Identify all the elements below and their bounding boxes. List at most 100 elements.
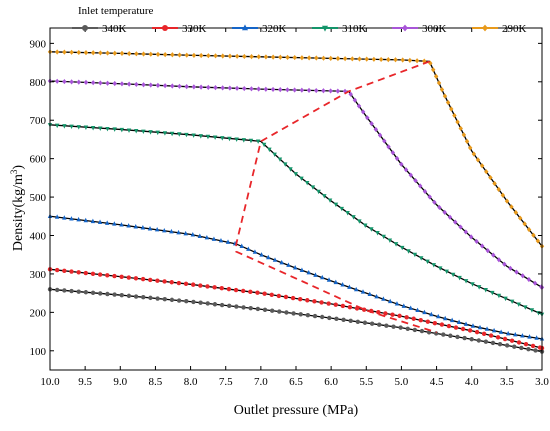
- data-point: [286, 262, 291, 267]
- data-point: [384, 323, 389, 328]
- data-point: [306, 269, 311, 275]
- plot-frame: [49, 27, 543, 371]
- data-point: [408, 305, 413, 310]
- data-point: [213, 53, 218, 59]
- x-tick-label: 6.5: [289, 376, 303, 388]
- data-point: [456, 319, 462, 325]
- data-point: [328, 88, 333, 94]
- data-point: [328, 55, 333, 61]
- data-point: [360, 289, 366, 294]
- data-point: [227, 136, 232, 142]
- data-point: [183, 230, 188, 236]
- data-point: [436, 80, 442, 86]
- data-point: [105, 273, 110, 278]
- data-point: [381, 234, 386, 240]
- data-point: [198, 134, 203, 139]
- legend-item-310K: 310K: [312, 23, 367, 35]
- data-point: [126, 51, 132, 57]
- data-point: [531, 232, 536, 238]
- data-point: [162, 297, 167, 302]
- data-point: [76, 79, 81, 85]
- data-point: [292, 54, 297, 61]
- data-point: [415, 307, 420, 313]
- x-tick-label: 3.5: [500, 376, 514, 388]
- data-point: [327, 198, 333, 203]
- data-point: [162, 83, 168, 89]
- series-340K: [47, 287, 545, 354]
- data-point: [387, 238, 393, 243]
- data-point: [227, 303, 232, 309]
- y-tick-label: 400: [30, 231, 47, 243]
- data-point: [283, 162, 288, 167]
- data-point: [198, 300, 203, 305]
- data-point: [340, 303, 346, 309]
- data-point: [272, 152, 277, 158]
- data-point: [263, 54, 269, 60]
- data-point: [509, 338, 515, 343]
- x-tick-label: 3.0: [535, 376, 549, 388]
- data-point: [406, 249, 411, 254]
- data-point: [126, 275, 131, 280]
- data-point: [283, 294, 289, 300]
- data-point: [83, 79, 89, 86]
- data-point: [252, 249, 258, 254]
- data-point: [98, 80, 103, 86]
- data-point: [377, 132, 383, 138]
- data-point: [453, 219, 458, 225]
- data-point: [170, 52, 175, 58]
- data-point: [239, 243, 244, 249]
- data-point: [76, 270, 81, 275]
- data-point: [326, 277, 332, 282]
- data-point: [90, 271, 96, 276]
- legend-item-340K: 340K: [72, 23, 127, 35]
- data-point: [419, 328, 425, 334]
- data-point: [147, 226, 153, 231]
- data-point: [347, 304, 353, 310]
- data-point: [498, 329, 504, 334]
- data-point: [112, 221, 117, 226]
- data-point: [429, 311, 434, 317]
- data-point: [148, 295, 153, 301]
- data-point: [477, 324, 483, 330]
- y-tick-label: 600: [30, 154, 47, 166]
- data-point: [496, 186, 501, 192]
- data-point: [285, 87, 290, 93]
- data-point: [496, 257, 502, 263]
- data-point: [306, 87, 312, 93]
- data-point: [234, 304, 239, 309]
- data-point: [62, 78, 67, 85]
- data-point: [437, 204, 442, 211]
- data-point: [476, 285, 482, 290]
- data-point: [148, 130, 153, 135]
- data-point: [519, 345, 524, 351]
- data-point: [339, 206, 344, 212]
- data-point: [390, 312, 395, 317]
- data-point: [220, 136, 225, 141]
- data-point: [261, 142, 267, 148]
- data-point: [227, 53, 233, 59]
- data-point: [488, 174, 493, 181]
- data-point: [432, 199, 437, 205]
- data-point: [412, 252, 418, 258]
- data-point: [342, 56, 348, 62]
- data-point: [141, 129, 146, 135]
- data-point: [483, 288, 488, 293]
- data-point: [363, 223, 368, 228]
- data-point: [212, 302, 218, 307]
- data-point: [90, 290, 96, 296]
- data-point: [204, 234, 210, 240]
- data-point: [400, 57, 405, 63]
- data-point: [422, 188, 428, 195]
- data-point: [249, 86, 254, 92]
- data-point: [155, 278, 160, 283]
- legend-title: Inlet temperature: [78, 5, 154, 17]
- data-point: [83, 270, 89, 276]
- data-point: [119, 81, 125, 87]
- y-tick-label: 700: [30, 115, 47, 127]
- data-point: [255, 306, 261, 312]
- data-point: [514, 269, 519, 275]
- y-axis-label: Density(kg/m3): [9, 165, 26, 252]
- data-point: [112, 292, 117, 297]
- data-point: [170, 83, 175, 89]
- legend-swatch-marker: [162, 25, 168, 31]
